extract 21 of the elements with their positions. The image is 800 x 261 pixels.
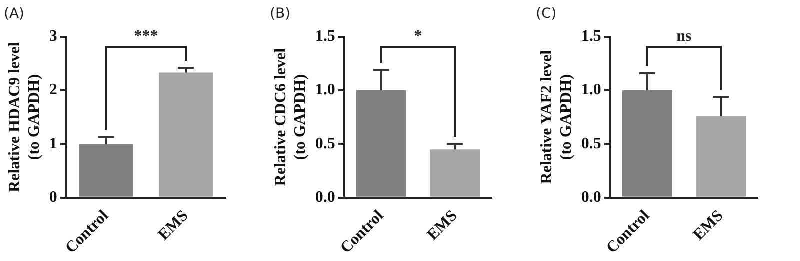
y-tick-label: 1.5	[581, 28, 602, 45]
y-axis-title: Relative CDC6 level (to GAPDH)	[272, 48, 309, 186]
y-axis-title: Relative YAF2 level (to GAPDH)	[538, 50, 575, 184]
y-tick-label: 1.5	[315, 28, 336, 45]
chart-title: (C)	[536, 6, 557, 22]
y-axis-title: Relative HDAC9 level (to GAPDH)	[6, 42, 43, 192]
y-tick-label: 0.0	[315, 189, 336, 206]
y-tick-label: 1.0	[315, 82, 336, 99]
y-tick-label: 2	[49, 82, 58, 99]
y-tick-label: 0.5	[315, 135, 336, 152]
annotation: *	[414, 28, 422, 45]
chart-title: (A)	[4, 6, 25, 22]
chart-title: (B)	[270, 6, 291, 22]
annotation: ***	[134, 28, 158, 45]
y-tick-label: 0.5	[581, 135, 602, 152]
y-tick-label: 0.0	[581, 189, 602, 206]
y-tick-label: 3	[49, 28, 58, 45]
y-tick-label: 0	[49, 189, 58, 206]
y-tick-label: 1.0	[581, 82, 602, 99]
y-tick-label: 1	[49, 135, 58, 152]
annotation: ns	[676, 28, 692, 45]
